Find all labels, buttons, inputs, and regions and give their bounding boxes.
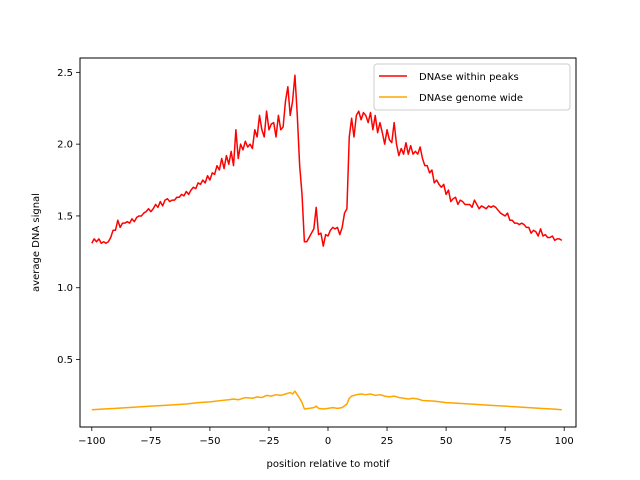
x-tick-label: −50: [199, 436, 220, 447]
y-axis-ticks: 0.5 1.0 1.5 2.0 2.5: [57, 68, 80, 366]
x-tick-label: −75: [140, 436, 161, 447]
y-tick-label: 2.5: [57, 68, 73, 79]
y-axis-label: average DNA signal: [31, 193, 42, 292]
y-tick-label: 2.0: [57, 140, 73, 151]
x-tick-label: 100: [555, 436, 574, 447]
plot-area: [80, 58, 576, 427]
series-line-0: [91, 74, 563, 247]
x-tick-label: 25: [381, 436, 394, 447]
series-layer: [91, 74, 563, 411]
y-tick-label: 0.5: [57, 355, 73, 366]
x-tick-label: −25: [258, 436, 279, 447]
y-tick-label: 1.5: [57, 211, 73, 222]
x-axis-ticks: −100 −75 −50 −25 0 25 50 75 100: [78, 427, 574, 447]
series-line-1: [91, 390, 562, 411]
legend-box: [373, 63, 571, 111]
legend-label: DNAse genome wide: [419, 93, 523, 104]
legend: DNAse within peaks DNAse genome wide: [373, 63, 571, 111]
legend-label: DNAse within peaks: [419, 72, 519, 83]
x-tick-label: −100: [78, 436, 105, 447]
x-tick-label: 0: [325, 436, 331, 447]
x-axis-label: position relative to motif: [267, 459, 390, 470]
x-tick-label: 75: [499, 436, 512, 447]
x-tick-label: 50: [440, 436, 453, 447]
y-tick-label: 1.0: [57, 283, 73, 294]
